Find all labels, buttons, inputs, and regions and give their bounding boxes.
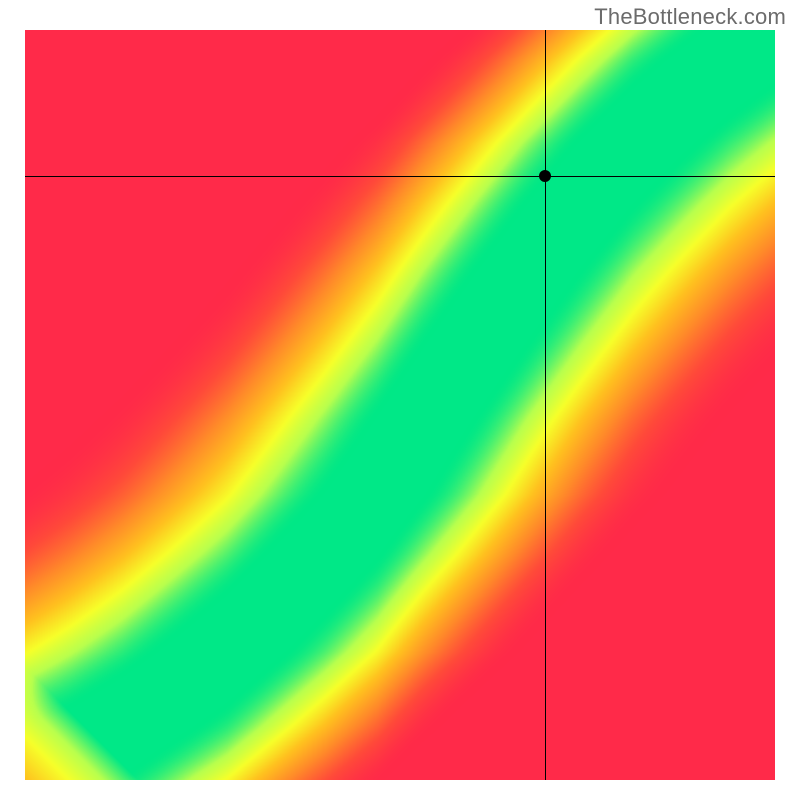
watermark-text: TheBottleneck.com — [594, 4, 786, 30]
bottleneck-heatmap — [25, 30, 775, 780]
bottleneck-heatmap-container — [25, 30, 775, 780]
